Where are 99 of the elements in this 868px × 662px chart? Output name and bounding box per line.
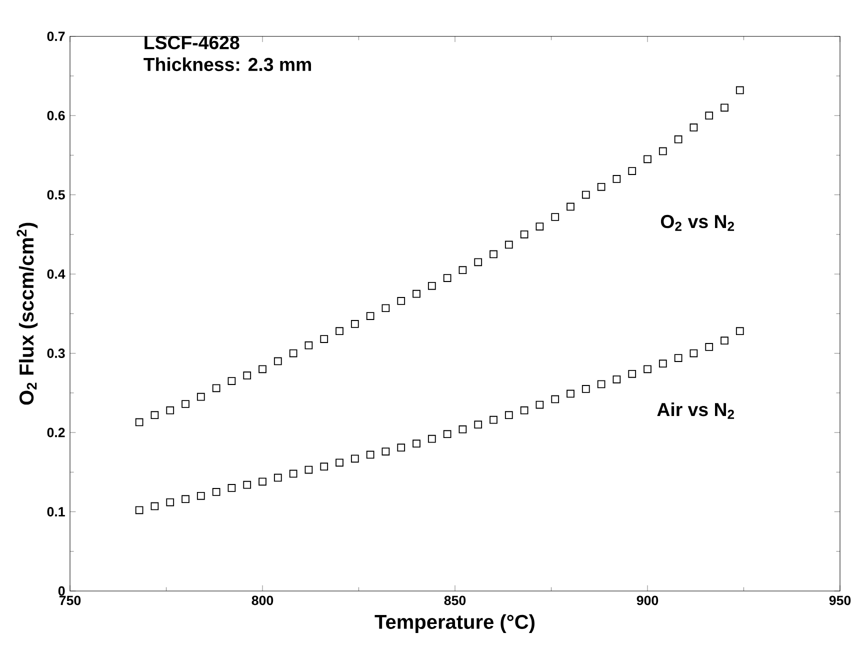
x-tick-label: 800	[252, 596, 274, 606]
point	[490, 250, 498, 258]
point	[474, 420, 482, 429]
point	[366, 312, 374, 320]
point	[150, 502, 159, 510]
x-tick-label: 900	[636, 596, 658, 606]
text: O$_{2}$ vs N$_{2}$	[660, 214, 734, 231]
point	[428, 434, 436, 443]
point	[474, 258, 482, 266]
point	[582, 385, 590, 393]
point	[182, 495, 190, 504]
point	[135, 506, 144, 514]
point	[690, 124, 698, 132]
point	[458, 425, 467, 434]
point	[212, 384, 220, 392]
y-tick-label: 0.1	[47, 507, 65, 516]
point	[490, 416, 498, 424]
point	[520, 230, 528, 238]
point	[336, 327, 344, 336]
point	[458, 266, 467, 274]
x-tick-label: 850	[444, 596, 466, 606]
point	[382, 304, 390, 312]
point	[320, 335, 328, 343]
point	[397, 444, 406, 452]
point	[196, 492, 205, 500]
point	[382, 448, 390, 456]
point	[612, 376, 621, 384]
point	[182, 400, 190, 408]
point	[674, 135, 682, 144]
point	[597, 182, 606, 191]
point	[228, 377, 236, 385]
point	[243, 480, 252, 489]
point	[644, 365, 652, 374]
point	[166, 406, 174, 414]
point	[258, 365, 266, 374]
point	[536, 400, 544, 409]
annotation: LSCF-4628	[144, 36, 240, 50]
point	[644, 155, 652, 164]
point	[289, 470, 298, 478]
x-tick-label: 750	[59, 596, 81, 606]
point	[597, 380, 606, 388]
point	[350, 454, 359, 463]
point	[289, 349, 298, 358]
series-label: Air vs N$_{2}$	[657, 402, 734, 419]
point	[412, 440, 420, 448]
point	[166, 498, 174, 506]
point	[582, 190, 590, 199]
point	[304, 466, 313, 474]
point	[212, 488, 220, 496]
x-tick-label: 950	[829, 596, 851, 606]
y-tick-label: 0.2	[47, 428, 65, 438]
annotation: Thickness: 2.3 mm	[144, 57, 311, 72]
point	[674, 354, 682, 362]
point	[520, 406, 528, 414]
point	[504, 411, 513, 420]
point	[350, 320, 359, 328]
y-tick-label: 0	[58, 586, 65, 596]
point	[443, 274, 452, 282]
point	[366, 450, 374, 459]
point	[736, 327, 744, 336]
point	[658, 147, 667, 156]
y-tick-label: 0.7	[47, 32, 65, 42]
point	[443, 430, 452, 438]
point	[397, 297, 406, 305]
point	[274, 474, 282, 482]
point	[336, 458, 344, 467]
point	[628, 370, 636, 378]
point	[690, 349, 698, 358]
point	[504, 240, 513, 249]
y-tick-label: 0.4	[47, 269, 66, 279]
point	[274, 357, 282, 366]
point	[658, 360, 667, 368]
point	[736, 86, 744, 94]
point	[320, 462, 328, 471]
y-tick-label: 0.3	[47, 348, 65, 358]
point	[705, 112, 714, 120]
point	[243, 372, 252, 380]
point	[258, 478, 266, 486]
point	[428, 282, 436, 290]
point	[304, 341, 313, 350]
point	[228, 484, 236, 492]
point	[705, 343, 714, 351]
point	[536, 222, 544, 230]
point	[566, 202, 574, 211]
y-axis-title: O$_{2}$ Flux (sccm/cm$^{2}$)	[16, 222, 38, 405]
point	[150, 411, 159, 420]
point	[196, 392, 205, 401]
point	[551, 213, 560, 221]
y-tick-label: 0.5	[47, 190, 65, 200]
point	[720, 336, 728, 345]
y-tick-label: 0.6	[47, 110, 65, 120]
x-axis-title: Temperature (°C)	[374, 614, 534, 633]
point	[566, 390, 574, 398]
point	[135, 418, 144, 426]
point	[628, 167, 636, 175]
point	[412, 290, 420, 298]
point	[551, 395, 560, 404]
point	[612, 175, 621, 183]
point	[720, 104, 728, 112]
